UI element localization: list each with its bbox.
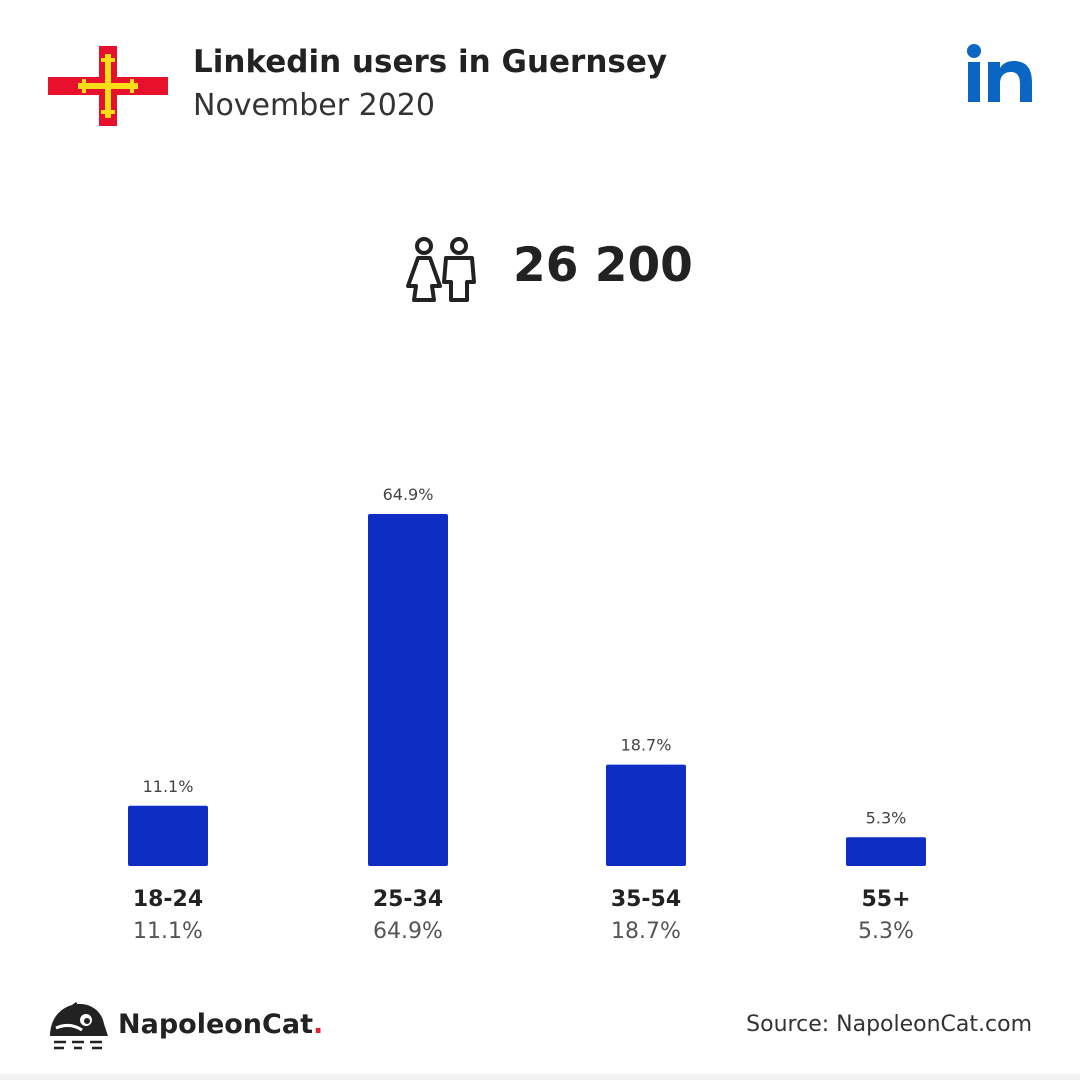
source-note: Source: NapoleonCat.com [746,1012,1032,1037]
page-title: Linkedin users in Guernsey [193,44,668,80]
users-icon [406,237,476,302]
bottom-strip [0,1074,1080,1080]
category-percent: 18.7% [611,919,681,944]
bar-value-label: 18.7% [621,736,672,755]
bar-value-label: 64.9% [383,485,434,504]
brand-name-text: NapoleonCat [118,1009,313,1040]
brand-dot: . [312,1009,324,1040]
bar-55+ [846,837,926,866]
category-label: 35-54 [611,887,681,912]
napoleoncat-logo-icon [50,1002,108,1050]
category-percent: 5.3% [858,919,914,944]
brand-name: NapoleonCat. [118,1009,323,1040]
bar-35-54 [606,764,686,866]
guernsey-flag-icon [48,46,168,126]
category-percent: 11.1% [133,919,203,944]
category-label: 25-34 [373,887,443,912]
total-users-value: 26 200 [513,238,693,293]
category-percent: 64.9% [373,919,443,944]
category-label: 55+ [861,887,910,912]
bar-value-label: 5.3% [866,808,907,827]
bar-18-24 [128,805,208,866]
category-label: 18-24 [133,887,203,912]
linkedin-logo-icon [967,44,1032,102]
bar-value-label: 11.1% [143,777,194,796]
page-subtitle: November 2020 [193,88,435,123]
bars-layer: 11.1% 18-24 11.1% 64.9% 25-34 64.9% 18.7% 35-54… [128,485,926,944]
bar-25-34 [368,514,448,866]
